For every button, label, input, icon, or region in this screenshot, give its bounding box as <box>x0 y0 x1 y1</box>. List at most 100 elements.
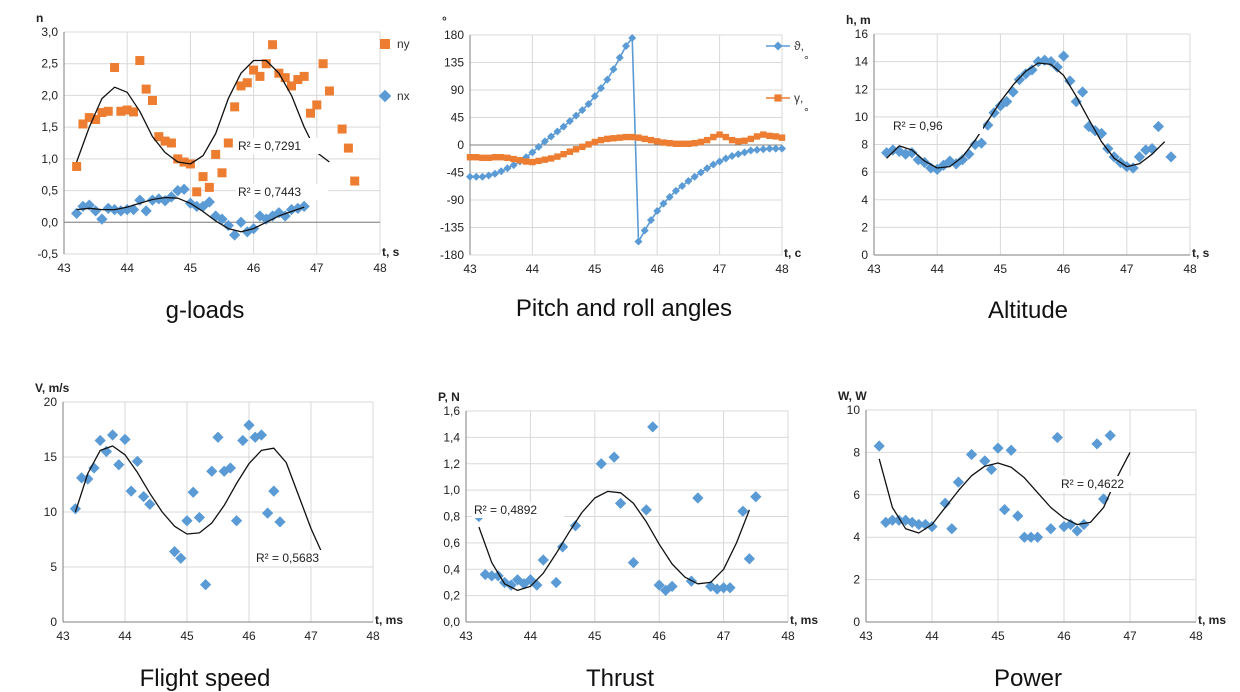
data-point <box>534 142 543 151</box>
data-point <box>659 199 668 208</box>
data-point <box>1165 151 1177 163</box>
y-axis-label: P, N <box>438 390 460 404</box>
x-tick-label: 48 <box>1183 262 1197 276</box>
data-point <box>193 511 206 524</box>
y-tick-label: 6 <box>861 165 868 179</box>
data-point <box>237 434 249 447</box>
y-tick-label: 0,2 <box>443 589 460 603</box>
data-point <box>96 213 108 225</box>
data-point <box>535 157 542 165</box>
r2-label: R² = 0,4622 <box>1061 477 1124 491</box>
data-point <box>628 34 637 43</box>
y-tick-label: 0,6 <box>443 536 460 550</box>
data-point <box>203 196 215 208</box>
data-point <box>122 105 132 115</box>
data-point <box>235 216 247 228</box>
y-tick-label: 180 <box>444 28 464 42</box>
data-point <box>206 465 218 477</box>
x-tick-label: 47 <box>717 629 731 643</box>
data-point <box>926 520 938 533</box>
y-tick-label: 12 <box>855 82 869 96</box>
data-point <box>1152 120 1165 133</box>
chart-caption: Thrust <box>586 665 654 692</box>
r2-label: R² = 0,4892 <box>474 503 537 517</box>
x-tick-label: 48 <box>366 629 380 643</box>
y-tick-label: 1,0 <box>443 483 460 497</box>
data-point <box>765 144 774 153</box>
data-point <box>103 106 113 116</box>
data-point <box>913 518 925 531</box>
y-axis-label: n <box>36 11 43 25</box>
data-point <box>261 507 274 519</box>
x-tick-label: 48 <box>781 629 795 643</box>
data-point <box>305 108 315 118</box>
data-point <box>873 440 885 452</box>
legend-marker <box>380 39 390 49</box>
data-point <box>584 100 593 109</box>
data-point <box>274 516 286 528</box>
data-point <box>724 582 736 594</box>
data-point <box>728 136 736 144</box>
data-point <box>595 458 607 470</box>
y-tick-label: 2 <box>861 220 868 234</box>
y-tick-label: -0,5 <box>37 247 58 261</box>
data-point <box>1071 525 1083 537</box>
data-point <box>728 152 737 160</box>
data-point <box>1133 151 1146 163</box>
data-point <box>653 207 662 215</box>
data-point <box>1051 61 1063 73</box>
data-point <box>760 131 767 138</box>
data-point <box>635 134 642 141</box>
data-point <box>692 492 704 504</box>
data-point <box>982 119 994 131</box>
x-tick-label: 44 <box>925 629 939 643</box>
x-tick-label: 46 <box>1057 262 1071 276</box>
data-point <box>946 523 958 535</box>
data-point <box>671 186 680 195</box>
data-point <box>199 578 212 591</box>
data-point <box>691 139 698 147</box>
chart-5: 0,0 0,2 0,4 0,6 0,8 1,0 1,2 1,4 1,6 43 44 45 46 47 48 P… <box>438 390 818 692</box>
trendline <box>478 490 751 592</box>
data-point <box>553 127 562 136</box>
x-tick-label: 48 <box>775 262 789 276</box>
data-point <box>771 144 780 153</box>
data-point <box>647 136 655 144</box>
data-point <box>1104 429 1116 442</box>
data-point <box>498 154 505 161</box>
data-point <box>906 147 918 159</box>
data-point <box>629 133 636 141</box>
data-point <box>472 172 481 181</box>
y-tick-label: 0,4 <box>443 562 460 576</box>
trendline <box>74 445 324 557</box>
x-tick-label: 46 <box>1057 629 1071 643</box>
chart-1: -0,5 0,0 0,5 1,0 1,5 2,0 2,5 3,0 43 44 45 46 47 48 n t,… <box>36 11 410 324</box>
data-point <box>127 203 140 216</box>
data-point <box>696 168 705 177</box>
legend-label: ny <box>397 37 410 51</box>
x-tick-label: 46 <box>651 262 665 276</box>
data-point <box>690 172 699 181</box>
data-point <box>1013 73 1025 86</box>
x-tick-label: 45 <box>588 629 602 643</box>
r2-label: R² = 0,7291 <box>238 139 301 153</box>
data-point <box>678 181 687 190</box>
data-point <box>490 169 499 178</box>
data-point <box>640 504 652 516</box>
legend-label: γ, <box>794 91 803 105</box>
data-point <box>654 138 661 145</box>
data-point <box>597 84 606 93</box>
data-point <box>537 554 549 566</box>
data-point <box>486 570 498 582</box>
data-point <box>242 78 252 88</box>
x-tick-label: 46 <box>653 629 667 643</box>
data-point <box>560 150 567 158</box>
data-point <box>1007 86 1019 98</box>
y-tick-label: 6 <box>853 488 860 502</box>
data-point <box>337 124 347 134</box>
data-point <box>685 140 692 147</box>
trendline <box>878 452 1131 534</box>
data-point <box>350 176 360 186</box>
y-tick-label: 10 <box>847 403 861 417</box>
